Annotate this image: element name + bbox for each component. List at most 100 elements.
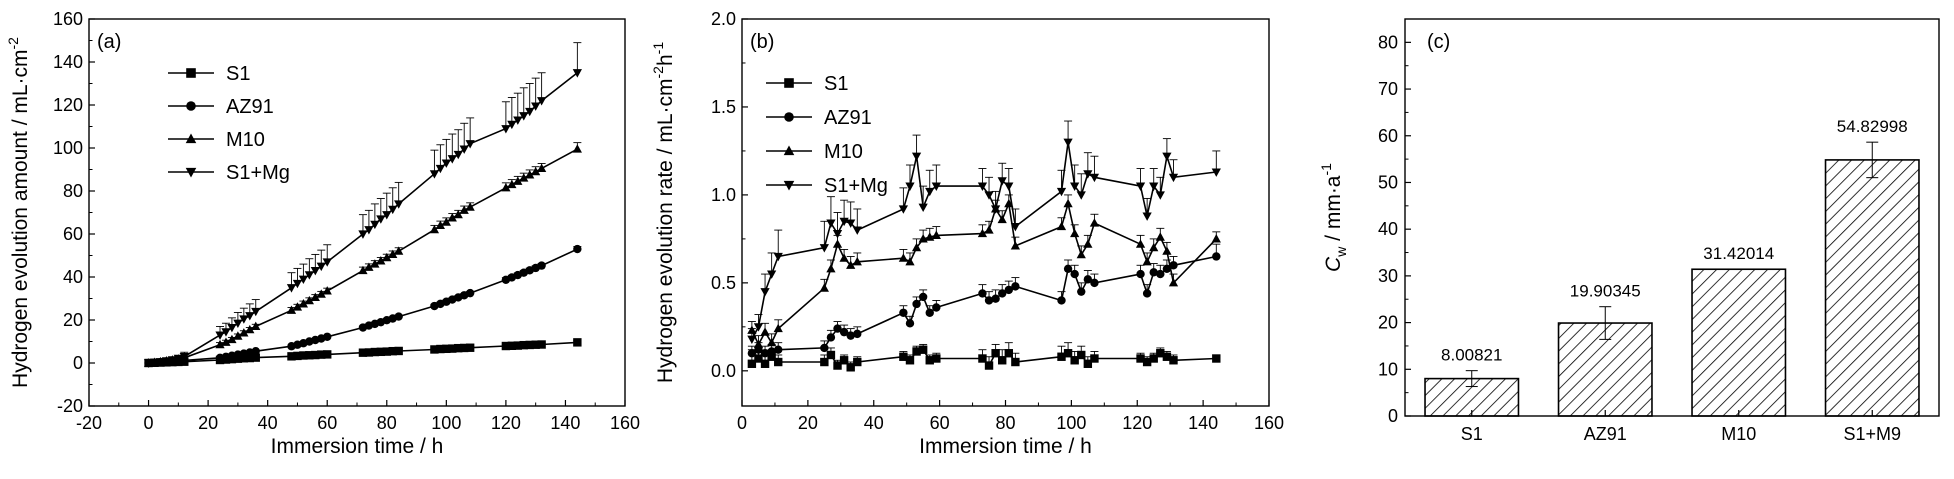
data-point	[441, 159, 451, 168]
data-point	[537, 97, 547, 106]
series-s1-mg	[143, 42, 582, 368]
data-point	[251, 353, 260, 362]
data-point	[1057, 352, 1066, 361]
data-point	[155, 358, 166, 367]
data-point	[310, 292, 320, 301]
data-point	[513, 116, 523, 125]
x-tick-label: 0	[144, 413, 154, 433]
data-label: 8.00821	[1441, 346, 1502, 365]
y-tick-label: 10	[1378, 359, 1398, 379]
data-point	[767, 270, 777, 279]
data-point	[1063, 138, 1073, 147]
y-tick-label: 100	[53, 138, 83, 158]
data-point	[298, 275, 309, 284]
data-point	[1070, 228, 1080, 238]
data-point	[519, 173, 529, 182]
data-point	[251, 307, 261, 317]
data-point	[1004, 182, 1014, 191]
data-point	[239, 315, 249, 324]
series-m10	[143, 142, 582, 367]
data-point	[1076, 249, 1086, 259]
data-point	[773, 323, 783, 333]
data-point	[998, 356, 1007, 365]
y-axis-label: Hydrogen evolution amount / mL·cm-2	[5, 37, 32, 388]
x-tick-label: 160	[610, 413, 640, 433]
data-point	[173, 354, 183, 364]
panel-label: (c)	[1427, 31, 1450, 53]
data-point	[925, 187, 935, 197]
data-point	[1211, 234, 1221, 243]
data-point	[358, 230, 368, 239]
data-point	[905, 256, 915, 266]
data-point	[1169, 356, 1178, 365]
data-point	[1142, 357, 1152, 367]
chart-b: 0 20 40 60 80 100 120 140 160 0.0 0.5 1.0 1.5 2.0 Imme…	[650, 9, 1284, 458]
data-point	[537, 261, 546, 270]
data-point	[364, 262, 374, 271]
legend-label: S1+Mg	[824, 175, 888, 197]
data-point	[501, 182, 511, 192]
series-s1	[747, 342, 1221, 372]
y-axis-label-sup: -2	[650, 66, 666, 79]
data-point	[760, 288, 770, 297]
x-tick-label: 120	[491, 413, 521, 433]
data-point	[918, 203, 928, 213]
data-point	[304, 271, 314, 280]
data-point	[1162, 264, 1172, 273]
data-point	[1156, 269, 1165, 279]
data-point	[997, 214, 1007, 224]
data-point	[898, 253, 909, 262]
data-point	[905, 356, 915, 365]
data-point	[1135, 239, 1146, 248]
legend-marker	[185, 167, 197, 178]
data-point	[376, 256, 386, 265]
y-tick-label: 0.5	[711, 273, 736, 293]
data-point	[460, 343, 469, 353]
data-point	[1142, 256, 1152, 266]
legend-marker	[784, 78, 794, 88]
x-tick-label: S1+M9	[1843, 424, 1901, 444]
data-point	[853, 329, 862, 339]
data-point	[316, 289, 326, 298]
legend-item: S1+Mg	[168, 162, 290, 184]
data-point	[1211, 168, 1221, 177]
data-point	[435, 164, 445, 174]
data-point	[507, 120, 517, 130]
data-point	[820, 343, 829, 353]
data-point	[984, 361, 994, 370]
legend-item: S1+Mg	[766, 175, 888, 197]
data-point	[912, 299, 921, 309]
data-point	[322, 258, 332, 267]
data-point	[227, 323, 237, 333]
y-tick-label: 40	[63, 267, 83, 287]
data-point	[1162, 352, 1172, 361]
data-point	[323, 350, 332, 359]
data-point	[773, 252, 783, 262]
data-point	[501, 341, 511, 351]
y-tick-label: 40	[1378, 219, 1398, 239]
data-point	[519, 340, 528, 350]
data-point	[1089, 173, 1100, 183]
data-point	[430, 345, 439, 354]
chart-c: 8.00821 S1 19.90345 AZ91 31.42014 M10 54.82998…	[1318, 18, 1940, 444]
data-point	[1056, 187, 1067, 197]
legend-item: M10	[168, 129, 265, 151]
data-point	[839, 327, 849, 337]
data-point	[1136, 269, 1145, 279]
y-tick-label: 20	[1378, 313, 1398, 333]
y-tick-label: 70	[1378, 79, 1398, 99]
data-point	[1162, 246, 1172, 255]
data-point	[1070, 269, 1079, 279]
data-point	[382, 347, 391, 356]
data-point	[179, 352, 189, 362]
data-point	[1155, 232, 1165, 241]
data-point	[819, 244, 829, 253]
data-point	[501, 125, 511, 134]
y-tick-label: 20	[63, 310, 83, 330]
data-point	[839, 356, 849, 365]
data-point	[1162, 152, 1172, 162]
legend-item: S1	[766, 73, 848, 95]
data-point	[899, 308, 908, 317]
legend-label: AZ91	[824, 107, 872, 129]
data-point	[984, 225, 994, 234]
